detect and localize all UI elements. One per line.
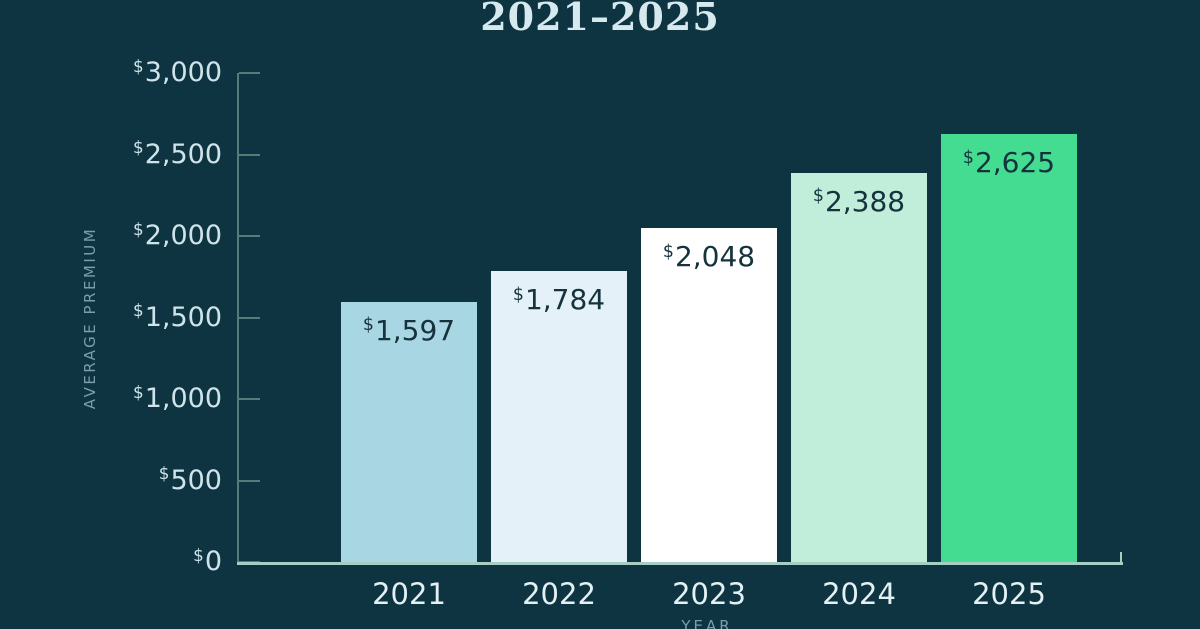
currency-symbol: $ xyxy=(193,544,204,565)
amount-text: 2,625 xyxy=(974,146,1056,180)
y-tick-label: $3,000 xyxy=(62,56,222,90)
bar-2022: $1,784 xyxy=(491,271,627,562)
y-tick xyxy=(239,72,260,74)
y-tick-label: $1,000 xyxy=(62,382,222,416)
y-tick-label: $2,500 xyxy=(62,137,222,172)
y-tick xyxy=(239,153,260,156)
bar-2025: $2,625 xyxy=(941,134,1077,562)
bar-2021: $1,597 xyxy=(341,301,477,562)
amount-text: 1,597 xyxy=(374,313,456,347)
amount-text: 500 xyxy=(170,464,222,496)
amount-text: 3,000 xyxy=(144,57,222,88)
x-axis-title: YEAR xyxy=(681,617,733,629)
chart-title: 2021–2025 xyxy=(480,0,720,39)
currency-symbol: $ xyxy=(133,55,144,76)
currency-symbol: $ xyxy=(133,218,144,239)
amount-text: 1,000 xyxy=(144,383,222,414)
amount-text: 2,048 xyxy=(674,240,756,274)
bar-2023: $2,048 xyxy=(641,228,777,562)
currency-symbol: $ xyxy=(962,147,974,168)
y-tick xyxy=(239,398,260,400)
amount-text: 0 xyxy=(204,546,222,577)
x-axis-end-tick xyxy=(1120,552,1122,562)
x-tick-label-2024: 2024 xyxy=(822,577,896,611)
y-tick-label: $0 xyxy=(62,545,222,579)
currency-symbol: $ xyxy=(662,241,674,262)
y-tick xyxy=(239,316,260,319)
y-tick-label: $500 xyxy=(62,463,222,498)
currency-symbol: $ xyxy=(512,284,524,305)
y-tick-label: $1,500 xyxy=(62,300,222,335)
currency-symbol: $ xyxy=(158,463,170,484)
amount-text: 2,000 xyxy=(144,220,222,251)
x-tick-label-2021: 2021 xyxy=(372,577,446,611)
x-tick-label-2022: 2022 xyxy=(522,577,596,611)
y-tick xyxy=(239,479,260,482)
amount-text: 1,784 xyxy=(524,283,606,317)
currency-symbol: $ xyxy=(133,300,144,321)
amount-text: 2,500 xyxy=(144,138,222,170)
bar-value-label: $2,388 xyxy=(813,173,905,218)
x-tick-label-2025: 2025 xyxy=(972,577,1046,611)
bar-value-label: $1,597 xyxy=(363,302,455,347)
currency-symbol: $ xyxy=(812,186,824,207)
currency-symbol: $ xyxy=(133,381,144,402)
bar-value-label: $1,784 xyxy=(513,271,605,316)
bar-value-label: $2,048 xyxy=(663,228,755,273)
bar-2024: $2,388 xyxy=(791,172,927,562)
amount-text: 1,500 xyxy=(144,301,222,333)
x-axis-line xyxy=(237,562,1123,565)
currency-symbol: $ xyxy=(362,315,374,336)
currency-symbol: $ xyxy=(133,137,144,158)
x-tick-label-2023: 2023 xyxy=(672,577,746,611)
bar-value-label: $2,625 xyxy=(963,134,1055,179)
y-tick-label: $2,000 xyxy=(62,219,222,253)
amount-text: 2,388 xyxy=(824,184,906,218)
y-axis-line xyxy=(237,73,239,564)
y-tick xyxy=(239,235,260,237)
